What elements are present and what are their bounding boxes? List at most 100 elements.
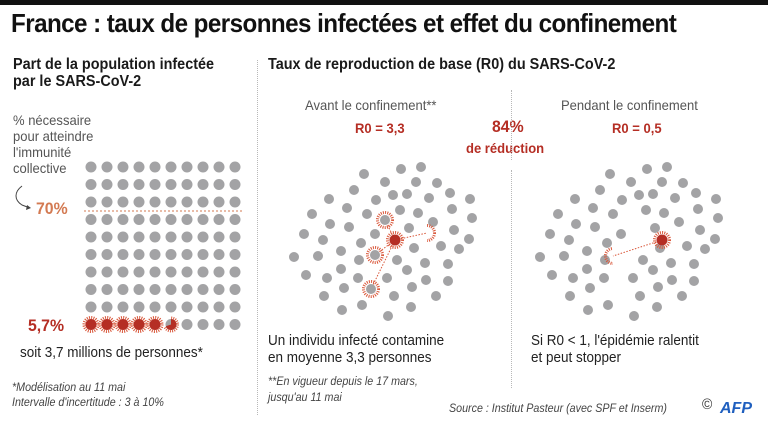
population-dot: [149, 196, 161, 208]
population-dot: [133, 301, 145, 313]
population-dot: [213, 214, 225, 225]
person-dot: [428, 217, 438, 227]
person-dot: [342, 203, 352, 213]
virus-ring: [146, 316, 164, 333]
source-text: Source : Institut Pasteur (avec SPF et I…: [449, 403, 667, 415]
person-dot: [449, 225, 459, 235]
person-dot: [325, 219, 335, 229]
population-dot: [149, 249, 161, 260]
population-dot: [85, 284, 97, 295]
person-dot: [424, 193, 434, 203]
population-dot-grid: [82, 161, 241, 333]
population-dot: [101, 231, 113, 243]
person-dot: [666, 258, 676, 268]
person-dot: [691, 188, 701, 198]
population-dot: [197, 249, 209, 260]
reduction-label: de réduction: [466, 140, 545, 156]
person-dot: [565, 291, 575, 301]
population-dot: [213, 301, 225, 313]
note-line3: l'immunité: [13, 144, 72, 160]
population-dot: [197, 231, 209, 243]
person-dot: [559, 251, 569, 261]
note-line2: pour atteindre: [13, 128, 94, 144]
population-dot: [149, 161, 161, 173]
person-dot: [322, 273, 332, 283]
person-dot: [336, 264, 346, 274]
population-dot: [117, 161, 129, 173]
population-dot: [181, 179, 193, 190]
threshold-arrow-head: [26, 205, 31, 210]
person-dot: [404, 223, 414, 233]
population-dot: [85, 196, 97, 208]
person-dot: [353, 273, 363, 283]
infected-person-dot: [656, 234, 668, 246]
person-dot: [445, 188, 455, 198]
population-dot: [117, 214, 129, 225]
population-dot: [229, 301, 241, 313]
population-dot: [165, 214, 177, 225]
person-dot: [402, 189, 412, 199]
person-dot: [337, 305, 347, 315]
person-dot: [392, 255, 402, 265]
population-dot: [117, 284, 129, 295]
person-dot: [564, 235, 574, 245]
person-dot: [689, 259, 699, 269]
population-dot: [165, 301, 177, 313]
person-dot: [443, 259, 453, 269]
population-dot: [197, 319, 209, 330]
person-dot: [603, 300, 613, 310]
infected-dot: [85, 319, 97, 330]
person-dot: [710, 234, 720, 244]
person-dot: [695, 225, 705, 235]
contagion-link: [394, 232, 428, 241]
right-heading: Taux de reproduction de base (R0) du SAR…: [268, 56, 616, 73]
virus-ring: [366, 246, 384, 264]
person-dot: [674, 217, 684, 227]
population-dot: [117, 249, 129, 260]
person-dot: [635, 291, 645, 301]
population-dot: [197, 266, 209, 278]
person-dot: [641, 205, 651, 215]
person-dot: [389, 291, 399, 301]
population-dot: [181, 231, 193, 243]
population-dot: [133, 214, 145, 225]
population-dot: [117, 196, 129, 208]
population-dot: [213, 161, 225, 173]
population-dot: [85, 214, 97, 225]
person-dot: [407, 282, 417, 292]
note-line4: collective: [13, 160, 67, 176]
person-dot: [356, 238, 366, 248]
population-dot: [181, 319, 193, 330]
person-dot: [713, 213, 723, 223]
infected-percent-label: 5,7%: [28, 316, 65, 335]
person-dot: [454, 244, 464, 254]
population-dot: [101, 196, 113, 208]
person-dot: [616, 229, 626, 239]
population-dot: [85, 231, 97, 243]
population-dot: [181, 196, 193, 208]
population-dot: [197, 196, 209, 208]
population-dot: [229, 161, 241, 173]
population-dot: [101, 214, 113, 225]
population-dot: [181, 161, 193, 173]
person-dot: [634, 190, 644, 200]
person-dot: [608, 209, 618, 219]
person-dot: [689, 276, 699, 286]
partial-infected-dot: [163, 316, 179, 333]
population-dot: [117, 179, 129, 190]
threshold-label: 70%: [36, 199, 68, 218]
virus-ring: [386, 231, 404, 249]
person-dot: [553, 209, 563, 219]
before-label: Avant le confinement**: [305, 97, 437, 113]
population-dot: [101, 284, 113, 295]
person-dot: [570, 194, 580, 204]
left-heading-line1: Part de la population infectée: [13, 56, 215, 73]
population-dot: [149, 284, 161, 295]
scenario-divider-top: [511, 90, 512, 160]
person-dot: [336, 246, 346, 256]
population-dot: [181, 284, 193, 295]
population-dot: [197, 214, 209, 225]
person-dot: [652, 302, 662, 312]
population-dot: [101, 179, 113, 190]
population-dot: [197, 179, 209, 190]
